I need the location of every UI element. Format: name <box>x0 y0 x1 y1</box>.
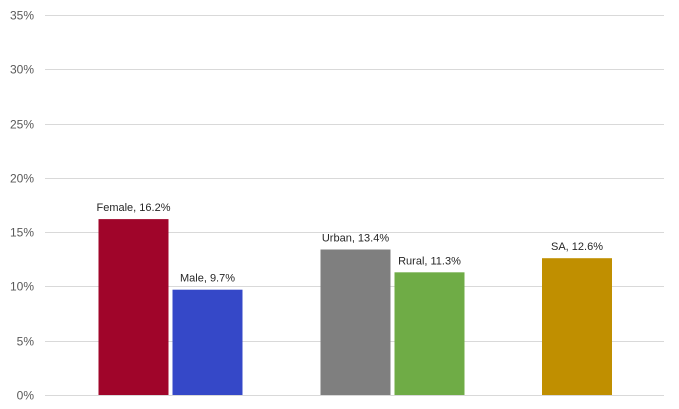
y-tick-label: 35% <box>10 9 34 23</box>
y-tick-label: 10% <box>10 280 34 294</box>
y-tick-label: 0% <box>17 389 35 403</box>
data-label-sa: SA, 12.6% <box>551 241 603 253</box>
data-label-female: Female, 16.2% <box>97 202 171 214</box>
data-label-urban: Urban, 13.4% <box>322 233 389 245</box>
bars <box>98 219 612 395</box>
bar-male <box>172 289 243 395</box>
data-label-rural: Rural, 11.3% <box>398 255 461 267</box>
y-tick-label: 30% <box>10 63 34 77</box>
bar-rural <box>394 272 465 395</box>
y-tick-label: 5% <box>17 335 35 349</box>
data-label-male: Male, 9.7% <box>180 273 235 285</box>
y-axis-tick-labels: 0% 5% 10% 15% 20% 25% 30% 35% <box>10 9 34 403</box>
bar-urban <box>320 249 391 395</box>
bar-female <box>98 219 169 395</box>
y-tick-label: 15% <box>10 226 34 240</box>
bar-sa <box>542 258 612 395</box>
y-tick-label: 25% <box>10 118 34 132</box>
y-tick-label: 20% <box>10 172 34 186</box>
data-labels: Female, 16.2% Male, 9.7% Urban, 13.4% Rural… <box>97 202 604 285</box>
